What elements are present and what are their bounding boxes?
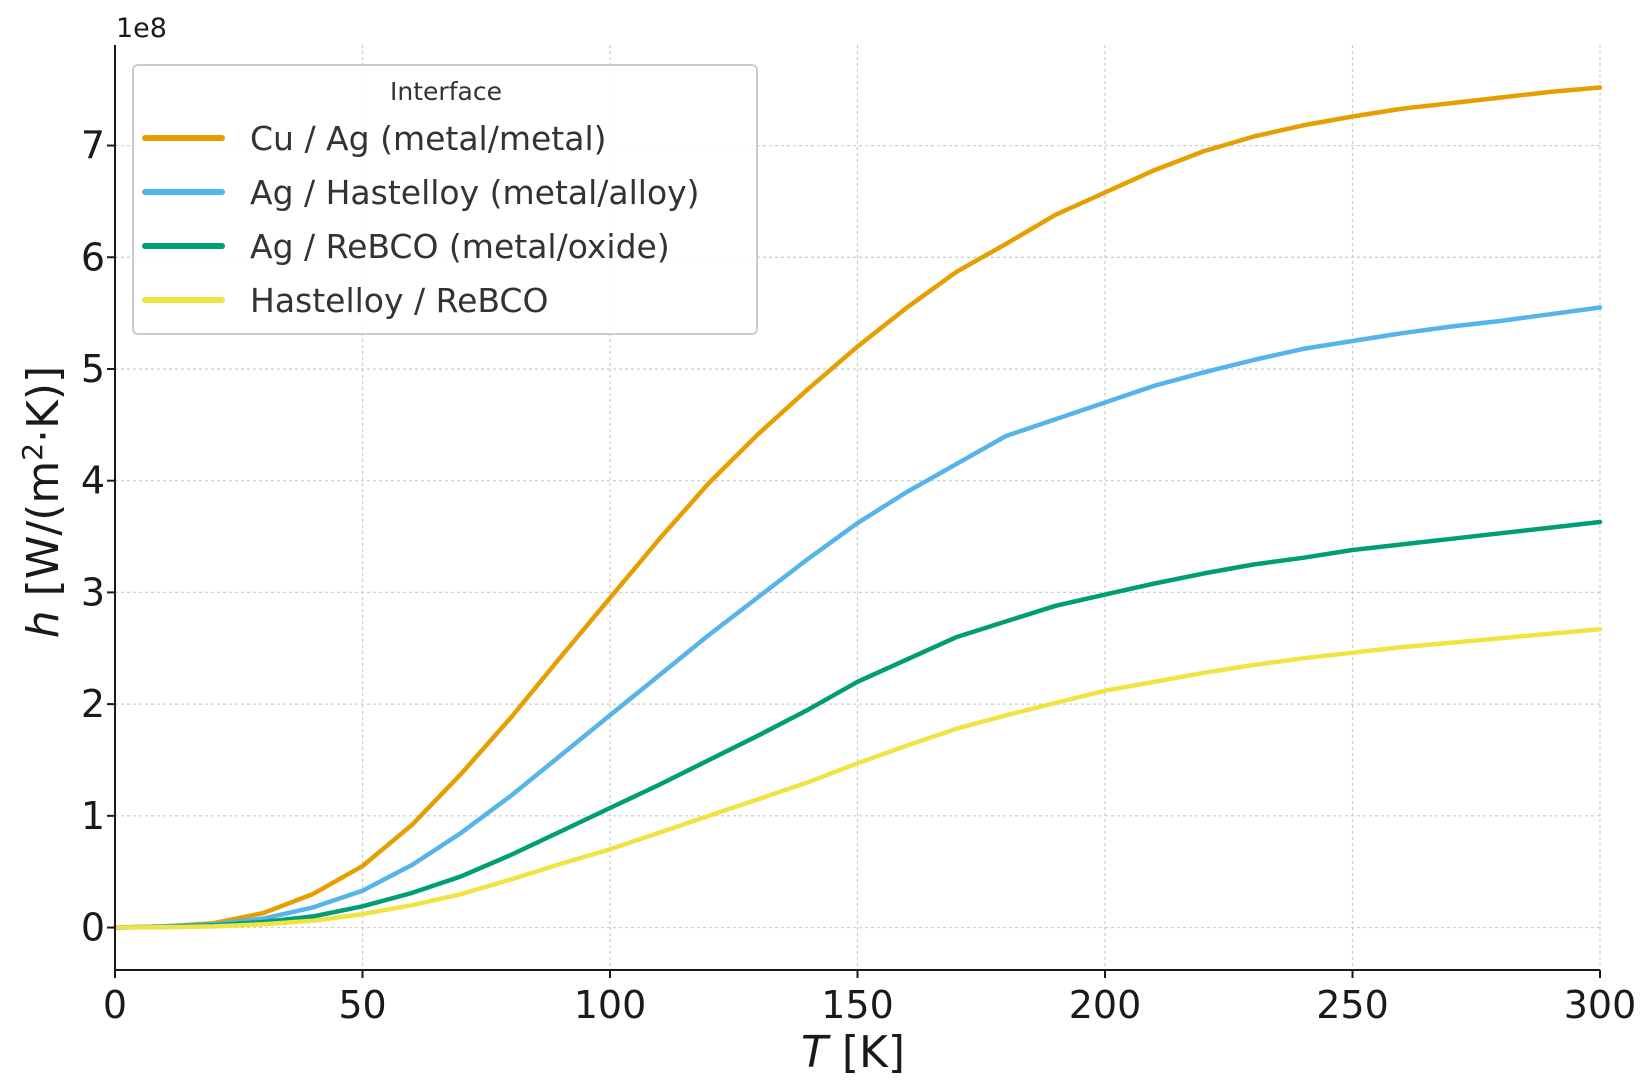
series-line-1 xyxy=(112,85,1603,930)
legend-label: Ag / ReBCO (metal/oxide) xyxy=(250,227,670,266)
y-tick-label: 5 xyxy=(81,347,105,391)
y-axis-label-superscript: 2 xyxy=(16,443,49,461)
series-line-2 xyxy=(112,305,1603,930)
legend-label: Ag / Hastelloy (metal/alloy) xyxy=(250,173,700,212)
y-axis-label-end: ·K)] xyxy=(18,366,69,443)
y-axis-label: h [W/(m2·K)] xyxy=(16,366,69,638)
y-tick-label: 6 xyxy=(81,235,105,279)
x-axis-label-unit: [K] xyxy=(828,1027,905,1078)
x-tick-label: 150 xyxy=(821,983,894,1027)
y-tick-label: 1 xyxy=(81,794,105,838)
x-tick-label: 50 xyxy=(338,983,386,1027)
y-tick-label: 0 xyxy=(81,906,105,950)
x-tick-label: 0 xyxy=(103,983,127,1027)
x-tick-label: 300 xyxy=(1564,983,1637,1027)
series-line-4 xyxy=(112,627,1603,930)
x-tick-label: 100 xyxy=(574,983,647,1027)
y-tick-label: 4 xyxy=(81,459,105,503)
legend-title: Interface xyxy=(390,77,502,106)
series-line-3 xyxy=(112,519,1603,930)
legend-entries: Cu / Ag (metal/metal) Ag / Hastelloy (met… xyxy=(142,119,700,320)
legend: Interface Cu / Ag (metal/metal) Ag / Hast… xyxy=(132,64,758,335)
x-tick-label: 200 xyxy=(1069,983,1142,1027)
y-axis-label-unit: [W/(m xyxy=(18,461,69,611)
x-tick-label: 250 xyxy=(1316,983,1389,1027)
x-ticks: 0 50 100 150 200 250 300 xyxy=(103,970,1636,1027)
y-axis-label-symbol: h xyxy=(18,610,69,638)
legend-box xyxy=(132,64,758,335)
y-offset-label: 1e8 xyxy=(116,13,167,44)
legend-label: Hastelloy / ReBCO xyxy=(250,281,548,320)
y-tick-label: 3 xyxy=(81,570,105,614)
x-axis-label: T [K] xyxy=(801,1027,905,1078)
x-axis-label-symbol: T xyxy=(801,1027,831,1078)
y-tick-label: 2 xyxy=(81,682,105,726)
y-ticks: 0 1 2 3 4 5 6 7 xyxy=(81,124,115,950)
y-tick-label: 7 xyxy=(81,124,105,168)
legend-label: Cu / Ag (metal/metal) xyxy=(250,119,607,158)
series-lines xyxy=(112,85,1603,930)
